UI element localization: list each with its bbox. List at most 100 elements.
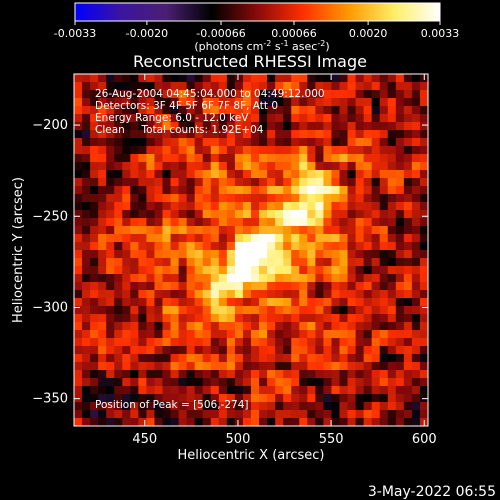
heatmap-cell [267,90,276,99]
heatmap-cell [138,186,148,195]
heatmap-cell [331,322,341,331]
heatmap-cell [395,346,405,355]
heatmap-cell [339,98,349,107]
heatmap-cell [387,394,397,403]
heatmap-cell [283,234,292,243]
heatmap-cell [170,274,180,283]
heatmap-cell [210,266,220,275]
heatmap-cell [315,82,325,91]
heatmap-cell [387,186,397,195]
heatmap-cell [291,146,300,155]
heatmap-cell [347,98,357,107]
heatmap-cell [331,186,341,195]
heatmap-cell [347,202,357,211]
heatmap-cell [106,274,115,283]
heatmap-cell [194,114,204,123]
heatmap-cell [242,226,252,235]
heatmap-cell [146,138,156,147]
heatmap-cell [403,338,413,347]
heatmap-cell [363,282,373,291]
heatmap-cell [411,322,421,331]
heatmap-cell [331,210,341,219]
heatmap-cell [218,250,228,259]
heatmap-cell [138,154,148,163]
heatmap-cell [283,194,292,203]
heatmap-cell [178,378,188,387]
heatmap-cell [138,178,148,187]
heatmap-cell [122,258,131,267]
heatmap-cell [371,394,381,403]
heatmap-cell [178,410,188,419]
heatmap-cell [363,362,373,371]
heatmap-cell [267,410,276,419]
heatmap-cell [114,266,123,275]
heatmap-cell [138,74,148,83]
heatmap-cell [106,234,115,243]
heatmap-cell [387,154,397,163]
heatmap-cell [234,330,244,339]
heatmap-cell [371,266,381,275]
heatmap-cell [275,418,284,426]
heatmap-cell [194,298,204,307]
heatmap-cell [275,298,284,307]
heatmap-cell [194,98,204,107]
heatmap-cell [283,402,292,411]
heatmap-cell [259,386,268,395]
heatmap-cell [186,370,196,379]
heatmap-cell [347,154,357,163]
heatmap-cell [82,146,91,155]
heatmap-cell [218,242,228,251]
heatmap-cell [323,122,333,131]
heatmap-cell [162,378,172,387]
heatmap-cell [339,210,349,219]
heatmap-cell [146,290,156,299]
heatmap-cell [347,290,357,299]
heatmap-cell [379,402,389,411]
heatmap-cell [98,218,107,227]
heatmap-cell [82,266,91,275]
heatmap-cell [90,130,99,139]
heatmap-cell [411,274,421,283]
heatmap-cell [371,362,381,371]
heatmap-cell [339,274,349,283]
heatmap-cell [114,274,123,283]
heatmap-cell [395,82,405,91]
heatmap-cell [403,322,413,331]
heatmap-cell [186,266,196,275]
heatmap-cell [387,210,397,219]
heatmap-cell [122,130,131,139]
heatmap-cell [226,330,236,339]
heatmap-cell [283,114,292,123]
heatmap-cell [387,178,397,187]
heatmap-cell [267,378,276,387]
heatmap-cell [371,186,381,195]
heatmap-cell [202,74,212,83]
heatmap-cell [74,306,83,315]
heatmap-cell [154,290,164,299]
heatmap-cell [291,90,300,99]
heatmap-cell [315,362,325,371]
heatmap-cell [251,410,260,419]
heatmap-cell [283,146,292,155]
heatmap-cell [251,386,260,395]
chart-title: Reconstructed RHESSI Image [133,52,367,71]
heatmap-cell [379,362,389,371]
heatmap-cell [122,378,131,387]
heatmap-cell [403,154,413,163]
heatmap-cell [98,306,107,315]
heatmap-cell [218,162,228,171]
heatmap-cell [106,370,115,379]
heatmap-cell [82,250,91,259]
heatmap-cell [387,362,397,371]
heatmap-cell [122,298,131,307]
heatmap-cell [186,210,196,219]
heatmap-cell [363,394,373,403]
heatmap-cell [106,226,115,235]
heatmap-cell [291,74,300,83]
heatmap-cell [130,154,139,163]
heatmap-cell [74,410,83,419]
heatmap-cell [170,106,180,115]
heatmap-cell [146,250,156,259]
heatmap-cell [403,362,413,371]
heatmap-cell [98,210,107,219]
